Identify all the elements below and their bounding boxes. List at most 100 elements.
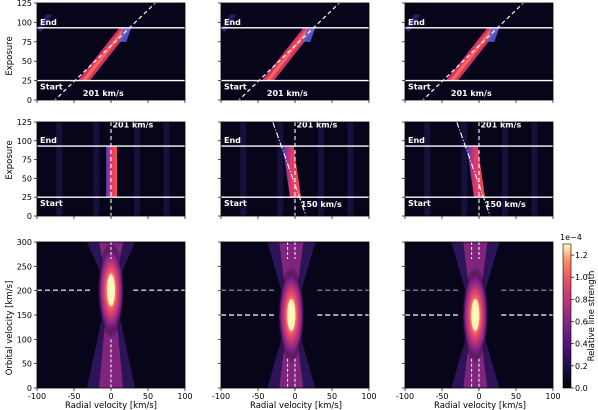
colorbar-tick-label: 0.8 bbox=[575, 295, 588, 304]
xlabel-col1: Radial velocity [km/s] bbox=[65, 401, 157, 410]
end-label: End bbox=[408, 18, 425, 27]
xtick-label: 0 bbox=[476, 392, 481, 401]
ghost-column bbox=[501, 122, 508, 216]
ghost-column bbox=[347, 122, 354, 216]
ytick-label: 75 bbox=[22, 156, 32, 165]
colorbar-tick-label: 0.4 bbox=[575, 340, 588, 349]
ghost-column bbox=[317, 122, 324, 216]
start-label: Start bbox=[408, 199, 431, 208]
ghost-column bbox=[133, 122, 140, 216]
velocity-dashed-line bbox=[238, 3, 341, 100]
panel-r1-c1: End Start 201 km/s 0 25 50 75 100 125 bbox=[17, 0, 186, 105]
ylabel-row2: Exposure bbox=[5, 140, 15, 179]
xtick-label: 0 bbox=[292, 392, 297, 401]
ytick-label: 100 bbox=[17, 137, 32, 146]
peak-center bbox=[107, 274, 115, 307]
xtick-label: 50 bbox=[511, 392, 521, 401]
slope-dashdot-line bbox=[456, 122, 491, 216]
velocity-dashed-line bbox=[54, 3, 157, 100]
colorbar-tick-label: 0.6 bbox=[575, 318, 588, 327]
colorbar-tick-label: 0.2 bbox=[575, 362, 588, 371]
xtick-label: 0 bbox=[108, 392, 113, 401]
trail-tip bbox=[302, 27, 316, 42]
colorbar-label: Relative line strength bbox=[587, 271, 597, 362]
peak-center bbox=[287, 299, 296, 331]
ytick-label: 150 bbox=[17, 311, 32, 320]
ghost-column bbox=[531, 122, 538, 216]
panel-r2-c2: End Start 201 km/s 150 km/s bbox=[218, 120, 370, 219]
xtick-label: -50 bbox=[435, 392, 448, 401]
ghost-column bbox=[277, 122, 284, 216]
panel-r1-c3: End Start 201 km/s bbox=[402, 2, 554, 103]
ghost-column bbox=[163, 122, 170, 216]
start-label: Start bbox=[224, 199, 247, 208]
ytick-label: 100 bbox=[17, 18, 32, 27]
panel-content bbox=[56, 122, 170, 216]
ghost-column bbox=[461, 122, 468, 216]
panel-content bbox=[405, 242, 553, 388]
ghost-column bbox=[93, 122, 100, 216]
velocity-label: 201 km/s bbox=[451, 89, 492, 98]
trail-band bbox=[466, 146, 485, 198]
ylabel-row3: Orbital velocity [km/s] bbox=[5, 281, 15, 376]
panel-r2-c3: End Start 201 km/s 150 km/s bbox=[402, 120, 554, 219]
xtick-label: 100 bbox=[361, 392, 376, 401]
trail-band bbox=[282, 146, 301, 198]
ytick-label: 75 bbox=[22, 38, 32, 47]
xtick-label: 100 bbox=[177, 392, 192, 401]
xlabel-col2: Radial velocity [km/s] bbox=[250, 401, 342, 410]
trail-tip bbox=[486, 27, 500, 42]
velocity-label-bottom: 150 km/s bbox=[485, 200, 526, 209]
ytick-label: 0 bbox=[27, 212, 32, 221]
panel-content bbox=[424, 122, 538, 216]
trail-tip bbox=[118, 27, 132, 42]
colorbar-tick-label: 1.2 bbox=[575, 251, 588, 260]
panel-content bbox=[221, 242, 369, 388]
velocity-label: 201 km/s bbox=[83, 89, 124, 98]
end-label: End bbox=[224, 136, 241, 145]
end-label: End bbox=[224, 18, 241, 27]
xtick-label: -100 bbox=[396, 392, 414, 401]
xtick-label: -50 bbox=[67, 392, 80, 401]
colorbar bbox=[562, 243, 572, 389]
panel-content bbox=[37, 242, 185, 388]
velocity-label-top: 201 km/s bbox=[296, 120, 337, 129]
ytick-label: 250 bbox=[17, 262, 32, 271]
xlabel-col3: Radial velocity [km/s] bbox=[434, 401, 526, 410]
ytick-label: 25 bbox=[22, 77, 32, 86]
ytick-label: 25 bbox=[22, 193, 32, 202]
panel-r3-c2: -100 -50 0 50 100 bbox=[212, 241, 377, 401]
ytick-label: 50 bbox=[22, 174, 32, 183]
ytick-label: 125 bbox=[17, 0, 32, 8]
end-label: End bbox=[408, 136, 425, 145]
xtick-label: -100 bbox=[212, 392, 230, 401]
xtick-label: 50 bbox=[143, 392, 153, 401]
colorbar-exponent: 1e−4 bbox=[560, 233, 582, 242]
colorbar-tick-label: 1.0 bbox=[575, 273, 588, 282]
ytick-label: 50 bbox=[22, 57, 32, 66]
ytick-label: 100 bbox=[17, 335, 32, 344]
ytick-label: 50 bbox=[22, 360, 32, 369]
xtick-label: 100 bbox=[545, 392, 560, 401]
xtick-label: -100 bbox=[28, 392, 46, 401]
panel-r3-c3: -100 -50 0 50 100 bbox=[396, 241, 561, 401]
panel-r1-c2: End Start 201 km/s bbox=[218, 2, 370, 103]
panel-content bbox=[37, 3, 157, 100]
ytick-label: 200 bbox=[17, 287, 32, 296]
ghost-column bbox=[56, 122, 63, 216]
panel-r3-c1: 0 50 100 150 200 250 300 -100 -50 0 50 100 bbox=[17, 238, 193, 401]
panel-r2-c1: End Start 201 km/s 0 25 50 75 100 125 bbox=[17, 118, 186, 221]
velocity-label: 201 km/s bbox=[267, 89, 308, 98]
colorbar-tick-label: 0.0 bbox=[575, 384, 588, 393]
slope-dashdot-line bbox=[272, 122, 307, 216]
xtick-label: -50 bbox=[251, 392, 264, 401]
ghost-column bbox=[240, 122, 247, 216]
end-label: End bbox=[40, 18, 57, 27]
ytick-label: 0 bbox=[27, 96, 32, 105]
ylabel-row1: Exposure bbox=[5, 36, 15, 75]
velocity-label-top: 201 km/s bbox=[112, 120, 153, 129]
velocity-dashed-line bbox=[422, 3, 525, 100]
velocity-label-top: 201 km/s bbox=[480, 120, 521, 129]
xtick-label: 50 bbox=[327, 392, 337, 401]
ytick-label: 0 bbox=[27, 384, 32, 393]
